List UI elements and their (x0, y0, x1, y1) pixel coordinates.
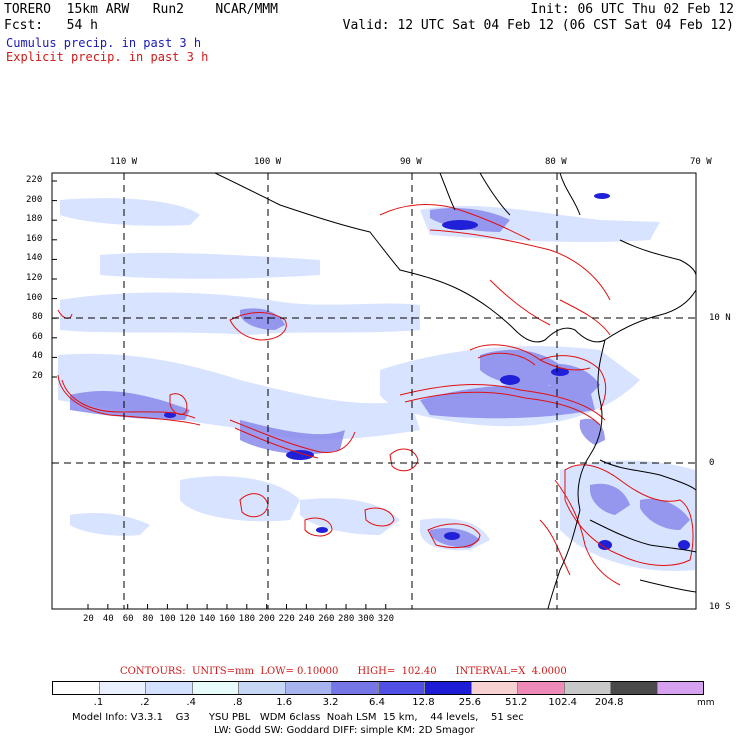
init-time: Init: 06 UTC Thu 02 Feb 12 (530, 2, 735, 17)
x-tick-label: 120 (179, 614, 196, 624)
y-tick-label: 40 (32, 351, 43, 362)
colorbar-label: 3.2 (322, 697, 339, 708)
lat-label-10n: 10 N (709, 313, 731, 323)
colorbar-label: .1 (93, 697, 104, 708)
x-tick-label: 180 (238, 614, 256, 624)
coastlines (214, 173, 696, 609)
x-tick-label: 220 (278, 614, 295, 624)
graticule (52, 173, 696, 609)
y-tick-label: 60 (32, 331, 43, 342)
cumulus-legend: Cumulus precip. in past 3 h (6, 36, 202, 50)
x-tick-label: 260 (318, 614, 335, 624)
y-tick-label: 100 (26, 292, 43, 303)
y-tick-label: 180 (26, 214, 43, 225)
colorbar-label: 204.8 (594, 697, 624, 708)
x-tick-label: 100 (159, 614, 176, 624)
colorbar-swatch (471, 682, 518, 694)
x-tick-label: 40 (102, 614, 114, 624)
lat-label-0: 0 (709, 458, 715, 468)
y-tick-label: 160 (26, 233, 43, 244)
y-tick-label: 120 (26, 273, 43, 283)
contours-info: CONTOURS: UNITS=mm LOW= 0.10000 HIGH= 10… (120, 666, 567, 677)
explicit-legend: Explicit precip. in past 3 h (6, 50, 209, 64)
y-tick-label: 140 (26, 253, 43, 264)
colorbar-label: 1.6 (276, 697, 293, 708)
colorbar-swatch (564, 682, 611, 694)
x-tick-label: 80 (142, 614, 154, 624)
colorbar-swatch (146, 682, 193, 694)
colorbar-swatch (378, 682, 425, 694)
colorbar-swatch (425, 682, 472, 694)
x-tick-label: 200 (258, 614, 275, 624)
cumulus-precip-heavy (164, 193, 690, 550)
lat-label-10s: 10 S (709, 602, 731, 612)
colorbar-swatch (192, 682, 239, 694)
model-physics: LW: Godd SW: Goddard DIFF: simple KM: 2D… (214, 725, 475, 736)
map-frame (51, 172, 697, 610)
colorbar-swatch (285, 682, 332, 694)
lon-label-90w: 90 W (400, 157, 422, 167)
x-tick-label: 20 (83, 614, 94, 624)
precip-colorbar (52, 681, 704, 695)
x-tick-label: 280 (338, 614, 355, 624)
x-tick-label: 240 (298, 614, 315, 624)
colorbar-swatch (518, 682, 565, 694)
y-tick-label: 80 (32, 312, 43, 323)
colorbar-unit: mm (697, 698, 715, 708)
colorbar-label: 6.4 (369, 697, 385, 708)
colorbar-label: .2 (140, 697, 150, 708)
colorbar-label: .4 (186, 697, 197, 708)
y-tick-label: 220 (26, 175, 43, 185)
y-tick-label: 20 (32, 371, 43, 381)
colorbar-swatch (332, 682, 379, 694)
colorbar-swatch (99, 682, 146, 694)
colorbar-swatch (53, 682, 100, 694)
colorbar-label: 102.4 (548, 697, 578, 708)
product-title: TORERO 15km ARW Run2 NCAR/MMM (4, 2, 278, 17)
lon-label-80w: 80 W (545, 157, 567, 167)
colorbar-swatch (657, 682, 703, 694)
colorbar-label: .8 (232, 697, 243, 708)
lon-label-100w: 100 W (254, 157, 282, 167)
colorbar-swatch (239, 682, 286, 694)
x-tick-label: 160 (218, 614, 236, 624)
x-tick-label: 300 (357, 614, 375, 624)
forecast-hour: Fcst: 54 h (4, 18, 98, 33)
colorbar-label: 25.6 (458, 697, 481, 708)
precip-field (57, 173, 696, 609)
colorbar-swatch (611, 682, 658, 694)
colorbar-label: 51.2 (505, 697, 528, 708)
lon-label-110w: 110 W (110, 157, 138, 167)
x-tick-label: 140 (199, 614, 216, 624)
valid-time: Valid: 12 UTC Sat 04 Feb 12 (06 CST Sat … (342, 18, 734, 33)
model-info: Model Info: V3.3.1 G3 YSU PBL WDM 6class… (72, 712, 524, 723)
y-tick-label: 200 (26, 194, 43, 205)
explicit-precip-contours (57, 204, 694, 586)
x-tick-label: 320 (377, 614, 395, 624)
lon-label-70w: 70 W (690, 157, 712, 167)
colorbar-label: 12.8 (412, 697, 435, 708)
tick-marks (52, 180, 387, 609)
x-tick-label: 60 (122, 614, 134, 624)
